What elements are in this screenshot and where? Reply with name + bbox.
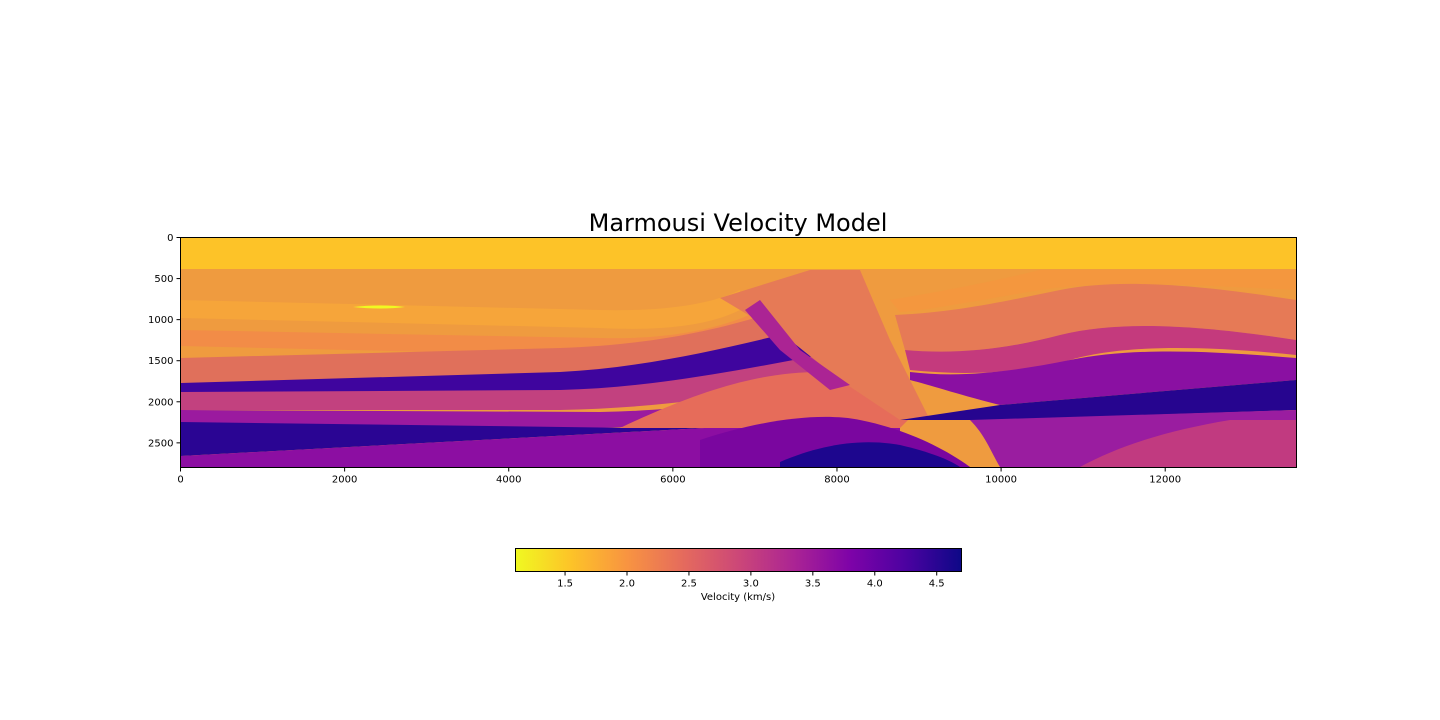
x-tick-label: 2000 <box>332 475 357 486</box>
y-tick-label: 500 <box>154 274 173 285</box>
plot-frame <box>180 237 1297 468</box>
x-tick-label: 8000 <box>824 475 849 486</box>
x-axis: 0 2000 4000 6000 8000 10000 12000 <box>177 467 1181 486</box>
layer-band <box>181 330 820 392</box>
layer-band <box>181 422 760 456</box>
x-tick-label: 12000 <box>1149 475 1181 486</box>
layer-band <box>181 290 740 329</box>
y-tick-label: 1000 <box>148 315 173 326</box>
y-tick-label: 0 <box>167 233 173 244</box>
layer-band <box>900 380 1296 420</box>
y-tick-label: 2000 <box>148 397 173 408</box>
fault-block <box>720 270 930 420</box>
layer-band <box>1080 420 1296 467</box>
y-tick-label: 2500 <box>148 438 173 449</box>
colorbar <box>515 548 962 572</box>
colorbar-tick-label: 4.5 <box>929 579 945 590</box>
gas-lens <box>353 305 405 309</box>
water-layer <box>181 238 1296 269</box>
x-tick-label: 0 <box>177 475 183 486</box>
layer-band <box>895 283 1296 352</box>
layer-band <box>905 325 1296 373</box>
colorbar-tick-label: 2.5 <box>681 579 697 590</box>
velocity-image <box>181 238 1296 467</box>
layer-band <box>910 351 1296 405</box>
x-tick-label: 4000 <box>496 475 521 486</box>
colorbar-tick-label: 4.0 <box>867 579 883 590</box>
fault-block <box>745 300 850 390</box>
colorbar-tick-label: 1.5 <box>557 579 573 590</box>
colorbar-axis: 1.5 2.0 2.5 3.0 3.5 4.0 4.5 <box>557 571 945 590</box>
layer-band <box>181 355 835 410</box>
layer-band <box>890 270 1296 312</box>
chart-title: Marmousi Velocity Model <box>589 209 888 237</box>
y-axis: 0 500 1000 1500 2000 2500 <box>148 233 181 449</box>
anticline <box>780 442 960 467</box>
colorbar-tick-label: 3.5 <box>805 579 821 590</box>
x-tick-label: 6000 <box>660 475 685 486</box>
colorbar-label: Velocity (km/s) <box>701 592 775 603</box>
colorbar-tick-label: 3.0 <box>743 579 759 590</box>
colorbar-tick-label: 2.0 <box>619 579 635 590</box>
y-tick-label: 1500 <box>148 356 173 367</box>
x-tick-label: 10000 <box>985 475 1017 486</box>
